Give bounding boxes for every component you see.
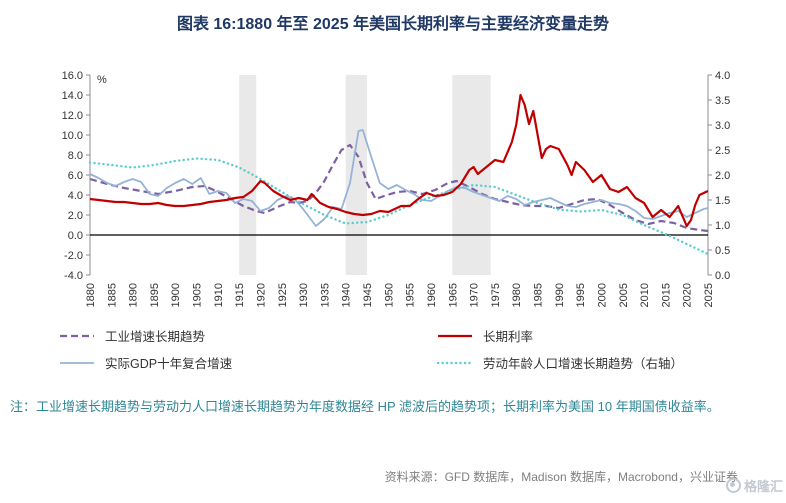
left-axis-tick-label: 2.0 <box>68 210 83 222</box>
page-title: 图表 16:1880 年至 2025 年美国长期利率与主要经济变量走势 <box>176 16 610 33</box>
gelonghui-logo-icon <box>725 478 741 493</box>
legend-label: 劳动年龄人口增速长期趋势（右轴） <box>483 357 684 371</box>
x-axis-tick-label: 1950 <box>383 283 395 307</box>
x-axis-tick-label: 1895 <box>149 283 161 307</box>
industrial-growth-trend-series-line <box>89 143 709 233</box>
x-axis-tick-label: 2005 <box>618 283 630 307</box>
x-axis-tick-label: 1940 <box>341 283 353 307</box>
left-axis-tick-label: 6.0 <box>68 170 83 182</box>
left-axis-tick-label: 14.0 <box>62 90 83 102</box>
footnote: 注：工业增速长期趋势与劳动力人口增速长期趋势为年度数据经 HP 滤波后的趋势项；… <box>10 399 720 414</box>
x-axis-tick-label: 2020 <box>682 283 694 307</box>
legend-label: 长期利率 <box>483 330 534 344</box>
left-axis-tick-label: 8.0 <box>68 150 83 162</box>
watermark-text: 格隆汇 <box>743 479 783 494</box>
left-axis-tick-label: 12.0 <box>62 110 83 122</box>
war-period-band <box>239 75 257 275</box>
x-axis-tick-label: 1965 <box>447 283 459 307</box>
legend-label: 实际GDP十年复合增速 <box>105 357 233 371</box>
right-axis-tick-label: 2.5 <box>715 145 730 157</box>
x-axis-tick-label: 1925 <box>277 283 289 307</box>
working-age-population-trend-legend-swatch-icon <box>436 361 474 364</box>
x-axis-tick-label: 1910 <box>213 283 225 307</box>
war-period-band <box>345 75 367 275</box>
x-axis-tick-label: 1885 <box>106 283 118 307</box>
industrial-growth-trend-legend-swatch-icon <box>60 334 94 337</box>
left-axis-tick-label: -2.0 <box>64 250 83 262</box>
legend-item-real-gdp-10y-growth: 实际GDP十年复合增速 <box>58 353 426 372</box>
x-axis-tick-label: 1890 <box>128 283 140 307</box>
right-axis-tick-label: 1.0 <box>715 220 730 232</box>
left-axis-unit-label: % <box>97 74 107 86</box>
legend-label: 工业增速长期趋势 <box>105 330 206 344</box>
left-axis-tick-label: 10.0 <box>62 130 83 142</box>
right-axis-tick-label: 1.5 <box>715 195 730 207</box>
x-axis-tick-label: 2010 <box>639 283 651 307</box>
x-axis-tick-label: 1945 <box>362 283 374 307</box>
right-axis-tick-label: 4.0 <box>715 70 730 82</box>
x-axis-tick-label: 1960 <box>426 283 438 307</box>
real-gdp-10y-growth-series-line <box>89 129 709 227</box>
working-age-population-trend-series-line <box>88 157 710 256</box>
right-axis-tick-label: 3.0 <box>715 120 730 132</box>
legend-item-industrial-growth-trend: 工业增速长期趋势 <box>58 326 426 345</box>
left-axis-tick-label: 4.0 <box>68 190 83 202</box>
x-axis-tick-label: 1905 <box>192 283 204 307</box>
x-axis-tick-label: 1915 <box>234 283 246 307</box>
real-gdp-10y-growth-legend-swatch-icon <box>60 361 94 364</box>
long-term-rate-legend-swatch-icon <box>438 334 472 337</box>
x-axis-tick-label: 1980 <box>511 283 523 307</box>
x-axis-tick-label: 1995 <box>575 283 587 307</box>
x-axis-tick-label: 2000 <box>596 283 608 307</box>
x-axis-tick-label: 2015 <box>660 283 672 307</box>
right-axis-tick-label: 3.5 <box>715 95 730 107</box>
x-axis-tick-label: 1900 <box>170 283 182 307</box>
left-axis-tick-label: -4.0 <box>64 270 83 282</box>
long-term-rate-series-line <box>89 93 709 228</box>
x-axis-tick-label: 1970 <box>469 283 481 307</box>
source-line: 资料来源：GFD 数据库，Madison 数据库，Macrobond，兴业证券 <box>384 470 738 484</box>
right-axis-tick-label: 2.0 <box>715 170 730 182</box>
x-axis-tick-label: 1975 <box>490 283 502 307</box>
chart-legend: 工业增速长期趋势 长期利率实际GDP十年复合增速 劳动年龄人口增速长期趋势（右轴） <box>58 326 756 372</box>
line-chart: 16.0 14.0 12.0 10.0 8.0 6.0 4.0 2.0 0.0 -2.0 -4.0 4… <box>62 70 731 307</box>
x-axis-tick-label: 2025 <box>703 283 715 307</box>
x-axis-tick-label: 1990 <box>554 283 566 307</box>
x-axis-tick-label: 1935 <box>319 283 331 307</box>
x-axis-tick-label: 1920 <box>255 283 267 307</box>
x-axis-tick-label: 1880 <box>85 283 97 307</box>
gelonghui-watermark: 格隆汇 <box>725 476 783 495</box>
war-period-band <box>452 75 491 275</box>
right-axis-tick-label: 0.5 <box>715 245 730 257</box>
x-axis-tick-label: 1955 <box>405 283 417 307</box>
right-axis-tick-label: 0.0 <box>715 270 730 282</box>
x-axis-tick-label: 1985 <box>533 283 545 307</box>
legend-item-working-age-population-trend: 劳动年龄人口增速长期趋势（右轴） <box>436 353 756 372</box>
left-axis-tick-label: 16.0 <box>62 70 83 82</box>
x-axis-tick-label: 1930 <box>298 283 310 307</box>
left-axis-tick-label: 0.0 <box>68 230 83 242</box>
legend-item-long-term-rate: 长期利率 <box>436 326 756 345</box>
